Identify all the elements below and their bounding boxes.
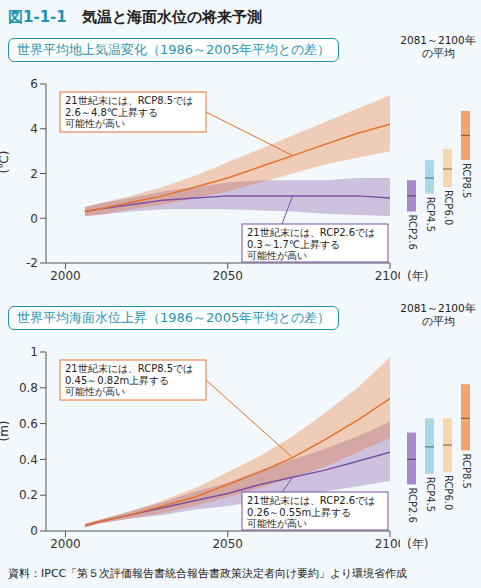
- svg-text:RCP2.6: RCP2.6: [407, 487, 418, 522]
- html-text:世界平均地上気温変化（1986～2005年平均との差）: 世界平均地上気温変化（1986～2005年平均との差）: [17, 42, 331, 57]
- svg-text:2100: 2100: [375, 269, 400, 283]
- html-text:世界平均海面水位上昇（1986～2005年平均との差）: 世界平均海面水位上昇（1986～2005年平均との差）: [17, 310, 331, 325]
- svg-text:RCP4.5: RCP4.5: [425, 197, 436, 232]
- html-text:資料：IPCC「第５次評価報告書統合報告書政策決定者向け要約: 資料：IPCC「第５次評価報告書統合報告書政策決定者向け要約」より環境省作成: [8, 567, 408, 580]
- svg-text:4: 4: [30, 122, 38, 136]
- svg-text:21世紀末には、RCP2.6では: 21世紀末には、RCP2.6では: [247, 227, 375, 238]
- html-text:2081～2100年: 2081～2100年: [400, 302, 476, 314]
- svg-text:(m): (m): [8, 420, 11, 441]
- svg-text:0: 0: [30, 524, 38, 538]
- svg-text:0.26～0.55m上昇する: 0.26～0.55m上昇する: [247, 507, 351, 518]
- svg-text:(℃): (℃): [8, 151, 11, 174]
- svg-text:0.2: 0.2: [19, 488, 38, 502]
- svg-text:21世紀末には、RCP8.5では: 21世紀末には、RCP8.5では: [65, 95, 193, 106]
- svg-text:0.8: 0.8: [19, 381, 38, 395]
- svg-text:0.45～0.82m上昇する: 0.45～0.82m上昇する: [65, 375, 169, 386]
- svg-text:可能性が高い: 可能性が高い: [65, 386, 125, 397]
- svg-text:1: 1: [30, 345, 38, 359]
- svg-text:2100: 2100: [375, 537, 400, 551]
- svg-text:2050: 2050: [212, 537, 243, 551]
- svg-text:可能性が高い: 可能性が高い: [247, 250, 307, 261]
- svg-text:RCP8.5: RCP8.5: [461, 453, 472, 488]
- svg-text:2.6～4.8℃上昇する: 2.6～4.8℃上昇する: [65, 107, 158, 118]
- svg-text:RCP2.6: RCP2.6: [407, 215, 418, 250]
- svg-text:2000: 2000: [50, 269, 81, 283]
- html-text:2081～2100年: 2081～2100年: [400, 34, 476, 46]
- svg-text:可能性が高い: 可能性が高い: [247, 518, 307, 529]
- svg-text:0.6: 0.6: [19, 417, 38, 431]
- html-text:の平均: の平均: [421, 47, 455, 59]
- svg-text:2000: 2000: [50, 537, 81, 551]
- svg-text:RCP4.5: RCP4.5: [425, 477, 436, 512]
- svg-text:2050: 2050: [212, 269, 243, 283]
- svg-text:0: 0: [30, 212, 38, 226]
- svg-text:RCP6.0: RCP6.0: [443, 475, 454, 510]
- svg-text:21世紀末には、RCP2.6では: 21世紀末には、RCP2.6では: [247, 495, 375, 506]
- svg-text:6: 6: [30, 77, 38, 91]
- svg-text:2: 2: [30, 167, 38, 181]
- svg-text:(年): (年): [407, 269, 428, 283]
- svg-text:0.4: 0.4: [19, 453, 38, 467]
- html-text:図1-1-1気温と海面水位の将来予測: 図1-1-1気温と海面水位の将来予測: [8, 8, 262, 26]
- svg-text:-2: -2: [26, 256, 38, 270]
- svg-text:0.3～1.7℃上昇する: 0.3～1.7℃上昇する: [247, 239, 340, 250]
- svg-text:21世紀末には、RCP8.5では: 21世紀末には、RCP8.5では: [65, 363, 193, 374]
- html-text:の平均: の平均: [421, 315, 455, 327]
- svg-text:RCP6.0: RCP6.0: [443, 190, 454, 225]
- svg-text:RCP8.5: RCP8.5: [461, 163, 472, 198]
- svg-text:可能性が高い: 可能性が高い: [65, 118, 125, 129]
- svg-text:(年): (年): [407, 537, 428, 551]
